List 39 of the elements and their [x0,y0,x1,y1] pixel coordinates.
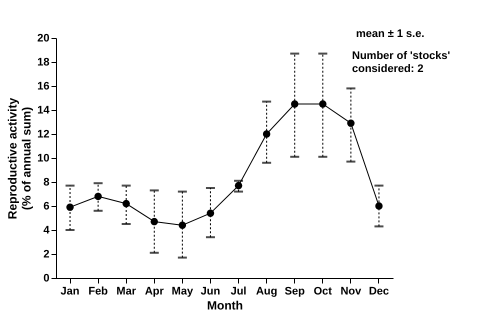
y-tick-label: 4 [43,224,50,236]
x-axis-title: Month [207,298,243,312]
point [347,120,355,127]
x-tick-label: Dec [368,286,390,298]
x-tick-label: Mar [116,286,137,298]
y-tick-label: 12 [37,128,50,140]
point [122,200,130,208]
x-tick-label: Apr [144,286,164,298]
y-tick-label: 2 [43,248,50,260]
y-tick-label: 14 [37,104,50,116]
x-tick-label: Jun [200,286,221,298]
y-tick-label: 0 [43,272,50,284]
y-tick-label: 20 [37,32,50,44]
x-tick-label: May [172,286,194,298]
point [319,100,326,108]
x-tick-label: Feb [88,286,108,298]
x-tick-label: Oct [314,286,332,298]
point [94,192,102,200]
y-tick-label: 16 [37,80,50,92]
y-tick-label: 18 [37,56,50,68]
y-tick-label: 8 [43,176,50,188]
y-axis-title: Reproductive activity (% of annual sum) [5,97,34,220]
x-tick-label: Jan [60,286,80,298]
annotation: Number of 'stocks' considered: 2 [352,50,451,75]
point [262,130,270,138]
x-tick-label: Jul [230,286,246,298]
point [178,222,186,229]
point [66,204,74,211]
point [206,210,214,217]
y-tick-label: 10 [37,152,50,164]
x-tick-label: Aug [256,286,278,298]
point [291,100,298,108]
x-tick-label: Sep [284,286,306,298]
y-tick-label: 6 [43,200,50,212]
x-tick-label: Nov [340,286,362,298]
annotation: mean ± 1 s.e. [356,28,424,40]
point [234,182,242,190]
point [150,218,158,226]
point [375,202,383,210]
